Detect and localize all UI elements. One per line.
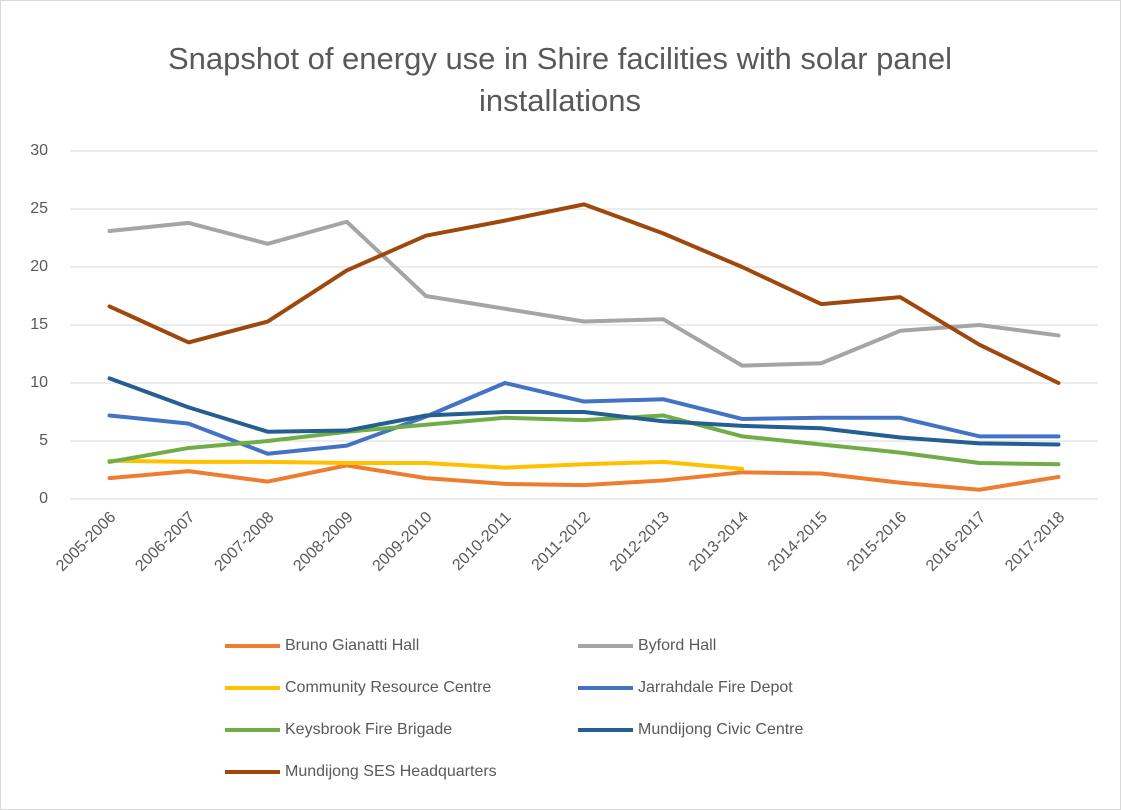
- y-tick-label: 10: [30, 374, 48, 391]
- legend-label: Mundijong SES Headquarters: [285, 763, 497, 780]
- x-tick-label: 2009-2010: [370, 509, 436, 575]
- x-tick-label: 2006-2007: [132, 509, 198, 575]
- legend-label: Jarrahdale Fire Depot: [638, 679, 793, 696]
- chart-title: Snapshot of energy use in Shire faciliti…: [167, 41, 953, 118]
- y-tick-label: 0: [39, 490, 48, 507]
- y-tick-label: 30: [30, 142, 48, 159]
- y-tick-label: 5: [39, 432, 48, 449]
- series-line: [107, 381, 1061, 456]
- series-line: [107, 376, 1061, 447]
- y-tick-label: 25: [30, 200, 48, 217]
- x-tick-label: 2012-2013: [607, 509, 673, 575]
- x-tick-label: 2008-2009: [290, 509, 356, 575]
- legend-label: Byford Hall: [638, 637, 716, 654]
- legend-label: Keysbrook Fire Brigade: [285, 721, 452, 738]
- series-line: [107, 219, 1061, 368]
- x-tick-label: 2005-2006: [53, 509, 119, 575]
- series-line: [107, 458, 745, 471]
- x-tick-label: 2015-2016: [844, 509, 910, 575]
- legend-label: Bruno Gianatti Hall: [285, 637, 419, 654]
- x-tick-label: 2011-2012: [529, 509, 594, 574]
- x-tick-label: 2016-2017: [923, 509, 989, 575]
- x-tick-label: 2014-2015: [765, 509, 831, 575]
- series-line: [107, 463, 1061, 492]
- series-line: [107, 413, 1061, 467]
- x-tick-label: 2017-2018: [1002, 509, 1068, 575]
- y-tick-label: 15: [30, 316, 48, 333]
- x-tick-label: 2013-2014: [686, 509, 752, 575]
- x-tick-label: 2010-2011: [449, 509, 514, 574]
- legend-label: Mundijong Civic Centre: [638, 721, 804, 738]
- series-line: [107, 202, 1061, 385]
- legend-label: Community Resource Centre: [285, 679, 491, 696]
- y-tick-label: 20: [30, 258, 48, 275]
- x-tick-label: 2007-2008: [211, 509, 277, 575]
